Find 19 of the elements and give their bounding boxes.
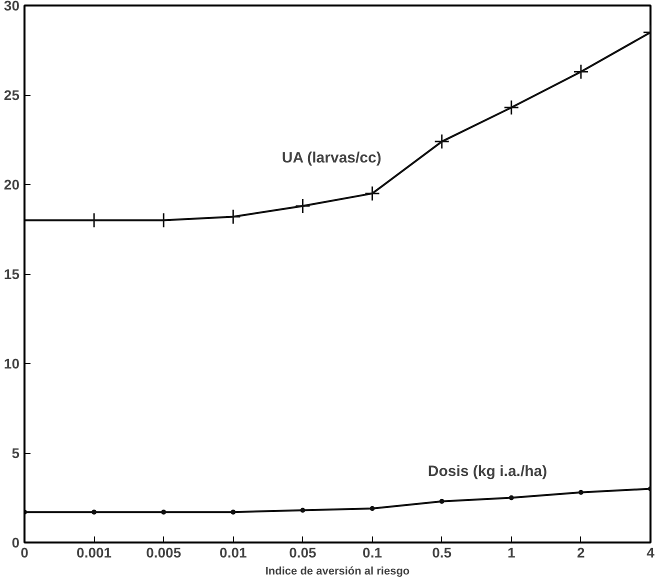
y-tick-label: 10 [4, 356, 20, 372]
x-tick-label: 0.005 [146, 544, 182, 560]
y-tick-label: 5 [12, 445, 20, 461]
x-tick-label: 0.001 [76, 544, 112, 560]
y-tick-label: 20 [4, 176, 20, 192]
x-tick-label: 0.1 [362, 544, 382, 560]
x-tick-label: 0.05 [289, 544, 317, 560]
x-axis-title: Indice de aversión al riesgo [265, 566, 410, 578]
y-tick-label: 0 [12, 534, 20, 550]
x-tick-label: 0.01 [220, 544, 248, 560]
x-tick-label: 2 [577, 544, 586, 560]
y-tick-label: 15 [4, 266, 20, 282]
series-label: Dosis (kg i.a./ha) [428, 462, 548, 480]
series-label: UA (larvas/cc) [282, 150, 382, 167]
x-tick-label: 0.5 [432, 544, 452, 560]
y-tick-label: 30 [4, 0, 20, 14]
y-tick-label: 25 [4, 87, 20, 103]
x-tick-label: 4 [646, 544, 655, 560]
x-tick-label: 1 [507, 544, 516, 560]
